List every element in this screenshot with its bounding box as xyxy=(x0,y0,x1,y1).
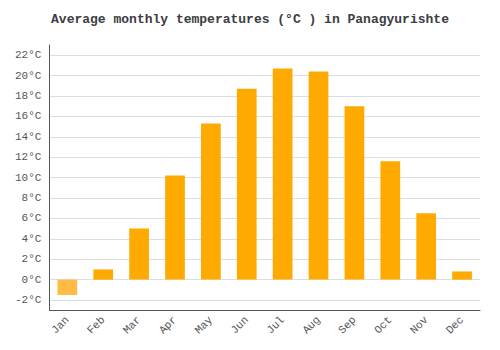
svg-text:8°C: 8°C xyxy=(22,192,42,204)
svg-text:Oct: Oct xyxy=(372,314,394,336)
svg-text:Feb: Feb xyxy=(85,314,107,336)
svg-text:14°C: 14°C xyxy=(15,131,42,143)
svg-text:0°C: 0°C xyxy=(22,274,42,286)
svg-text:Nov: Nov xyxy=(408,314,431,337)
svg-text:2°C: 2°C xyxy=(22,253,42,265)
svg-text:Apr: Apr xyxy=(157,314,179,336)
svg-text:-2°C: -2°C xyxy=(15,294,42,306)
svg-text:Dec: Dec xyxy=(444,314,466,336)
svg-text:Mar: Mar xyxy=(121,314,143,336)
svg-text:16°C: 16°C xyxy=(15,110,42,122)
svg-text:Aug: Aug xyxy=(300,314,322,336)
svg-text:Sep: Sep xyxy=(336,314,358,336)
svg-text:6°C: 6°C xyxy=(22,212,42,224)
svg-text:Average monthly temperatures (: Average monthly temperatures (°C ) in Pa… xyxy=(51,12,449,27)
svg-text:20°C: 20°C xyxy=(15,70,42,82)
svg-text:12°C: 12°C xyxy=(15,151,42,163)
svg-text:Jan: Jan xyxy=(49,314,71,336)
svg-text:10°C: 10°C xyxy=(15,172,42,184)
svg-text:4°C: 4°C xyxy=(22,233,42,245)
svg-text:22°C: 22°C xyxy=(15,49,42,61)
svg-text:Jul: Jul xyxy=(264,314,286,336)
svg-text:May: May xyxy=(193,314,216,337)
svg-text:Jun: Jun xyxy=(229,314,251,336)
svg-text:18°C: 18°C xyxy=(15,90,42,102)
